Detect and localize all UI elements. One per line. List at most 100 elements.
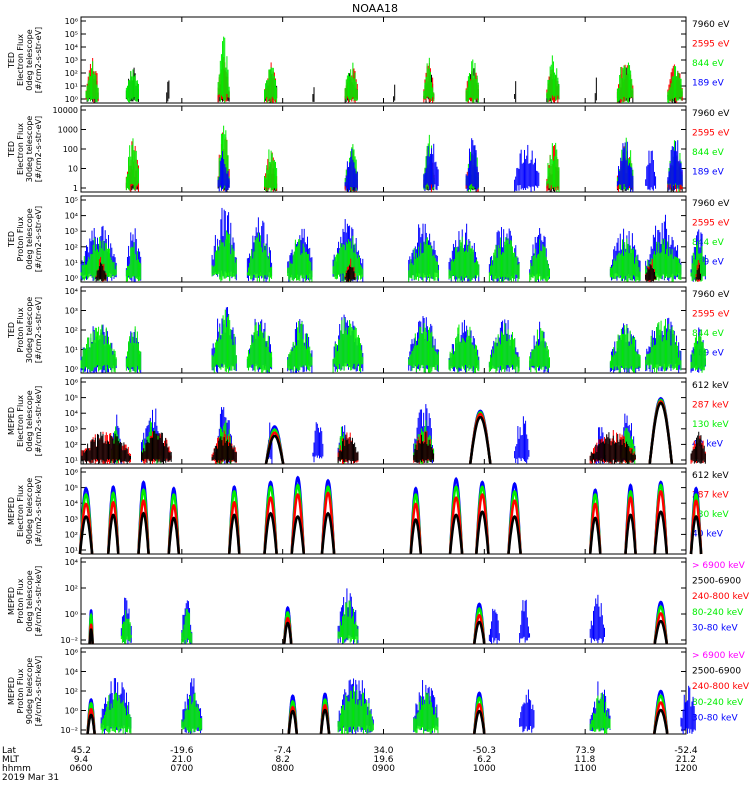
x-row-value: 73.9 [575,746,595,756]
y-tick-label: 10⁵ [65,30,78,39]
x-row-value: 1100 [574,764,597,774]
data-arc [507,515,522,555]
x-row-label: Lat [2,746,17,756]
y-tick-label: 10⁰ [65,365,78,374]
y-axis-label-line: [#/cm2-s-str-keV] [34,476,43,547]
y-tick-label: 10⁵ [65,484,78,493]
y-tick-label: 10⁴ [65,499,78,508]
x-row-value: 45.2 [71,746,91,756]
data-arc [227,513,241,555]
y-tick-label: 10⁶ [65,17,78,26]
y-tick-label: 10³ [65,515,78,524]
data-arc [290,515,306,555]
data-arc [475,510,490,555]
legend-entry: 189 eV [692,349,725,359]
legend-entry: 844 eV [692,329,725,339]
y-axis-label-line: Proton Flux [16,668,25,713]
y-tick-label: 10² [65,243,78,252]
y-tick-label: 10¹ [65,346,78,355]
y-tick-label: 10¹ [65,546,78,555]
y-tick-label: 10⁶ [65,468,78,477]
y-axis-label: MEPEDElectron Flux90deg telescope[#/cm2-… [7,476,43,547]
data-arc [88,628,94,645]
panel-frame [80,16,687,104]
y-axis-label-line: [#/cm2-s-str-eV] [34,27,43,93]
legend-entry: 7960 eV [692,20,730,30]
y-tick-label: 10⁶ [65,648,78,657]
y-tick-label: 10¹ [65,82,78,91]
legend-entry: 612 keV [692,381,729,391]
legend-entry: 844 eV [692,59,725,69]
data-arc [319,708,331,735]
legend-entry: 7960 eV [692,199,730,209]
y-tick-label: 10⁴ [65,287,78,296]
legend-entry: 2500-6900 [692,667,741,677]
y-tick-label: 10⁰ [65,610,78,619]
y-axis-label-line: 30deg telescope [25,116,34,183]
legend-entry: 189 eV [692,79,725,89]
legend-entry: > 6900 keV [692,651,746,661]
data-arc [624,513,637,555]
y-axis-label-line: MEPED [7,587,16,615]
data-arc [264,434,285,465]
y-axis-label-line: [#/cm2-s-str-eV] [34,116,43,182]
legend-entry: 40 keV [692,440,724,450]
legend-entry: 80-240 keV [692,698,744,708]
x-row-value: 1200 [675,764,698,774]
y-tick-label: 10³ [65,307,78,316]
legend-entry: 7960 eV [692,109,730,119]
y-axis-label-line: Proton Flux [16,307,25,352]
legend-entry: 30-80 keV [692,713,738,723]
y-axis-label-line: Electron Flux [16,123,25,175]
legend-entry: 2595 eV [692,129,730,139]
y-axis-label-line: Proton Flux [16,578,25,623]
y-axis-label: TEDProton Flux0deg telescope[#/cm2-s-str… [7,206,43,272]
y-tick-label: 10⁶ [65,378,78,387]
y-tick-label: 10⁰ [65,274,78,283]
legend-entry: 240-800 keV [692,592,750,602]
data-arc [472,620,486,645]
data-arc [106,513,120,555]
y-axis-label-line: Proton Flux [16,216,25,261]
legend-entry: 2595 eV [692,40,730,50]
legend-entry: 80-240 keV [692,608,744,618]
y-tick-label: 10³ [65,425,78,434]
y-tick-label: 10⁴ [65,212,78,221]
y-tick-label: 1000 [58,126,78,135]
legend-entry: 30-80 keV [692,623,738,633]
y-tick-label: 10¹ [65,456,78,465]
x-row-value: 34.0 [373,746,393,756]
y-tick-label: 10² [65,687,78,696]
date-label: 2019 Mar 31 [2,773,59,783]
panel-frame [80,105,687,193]
y-axis-label-line: Electron Flux [16,485,25,537]
data-arc [290,493,306,555]
y-axis-label-line: [#/cm2-s-str-keV] [34,386,43,457]
legend-entry: 40 keV [692,530,724,540]
data-arc [263,511,278,555]
x-row-value: 11.8 [575,755,595,765]
x-row-value: 8.2 [276,755,290,765]
y-axis-label: MEPEDProton Flux0deg telescope[#/cm2-s-s… [7,566,43,637]
x-row-value: 1000 [473,764,496,774]
y-tick-label: 10⁴ [65,668,78,677]
y-tick-label: 10⁴ [65,409,78,418]
y-axis-label-line: [#/cm2-s-str-eV] [34,206,43,272]
data-arc [282,621,293,645]
legend-entry: 189 eV [692,168,725,178]
legend-entry: 844 eV [692,238,725,248]
y-tick-label: 10⁰ [65,95,78,104]
y-tick-label: 10² [65,326,78,335]
data-arc [78,515,94,555]
data-arc [287,709,299,735]
y-tick-label: 10⁵ [65,196,78,205]
legend-entry: 844 eV [692,148,725,158]
y-axis-label: MEPEDProton Flux90deg telescope[#/cm2-s-… [7,656,43,727]
y-axis-label-line: TED [7,52,16,69]
x-row-value: 21.2 [676,755,696,765]
y-tick-label: 1 [73,184,78,193]
data-arc [652,708,669,735]
data-arc [653,510,669,555]
y-tick-label: 10⁻² [60,636,78,645]
